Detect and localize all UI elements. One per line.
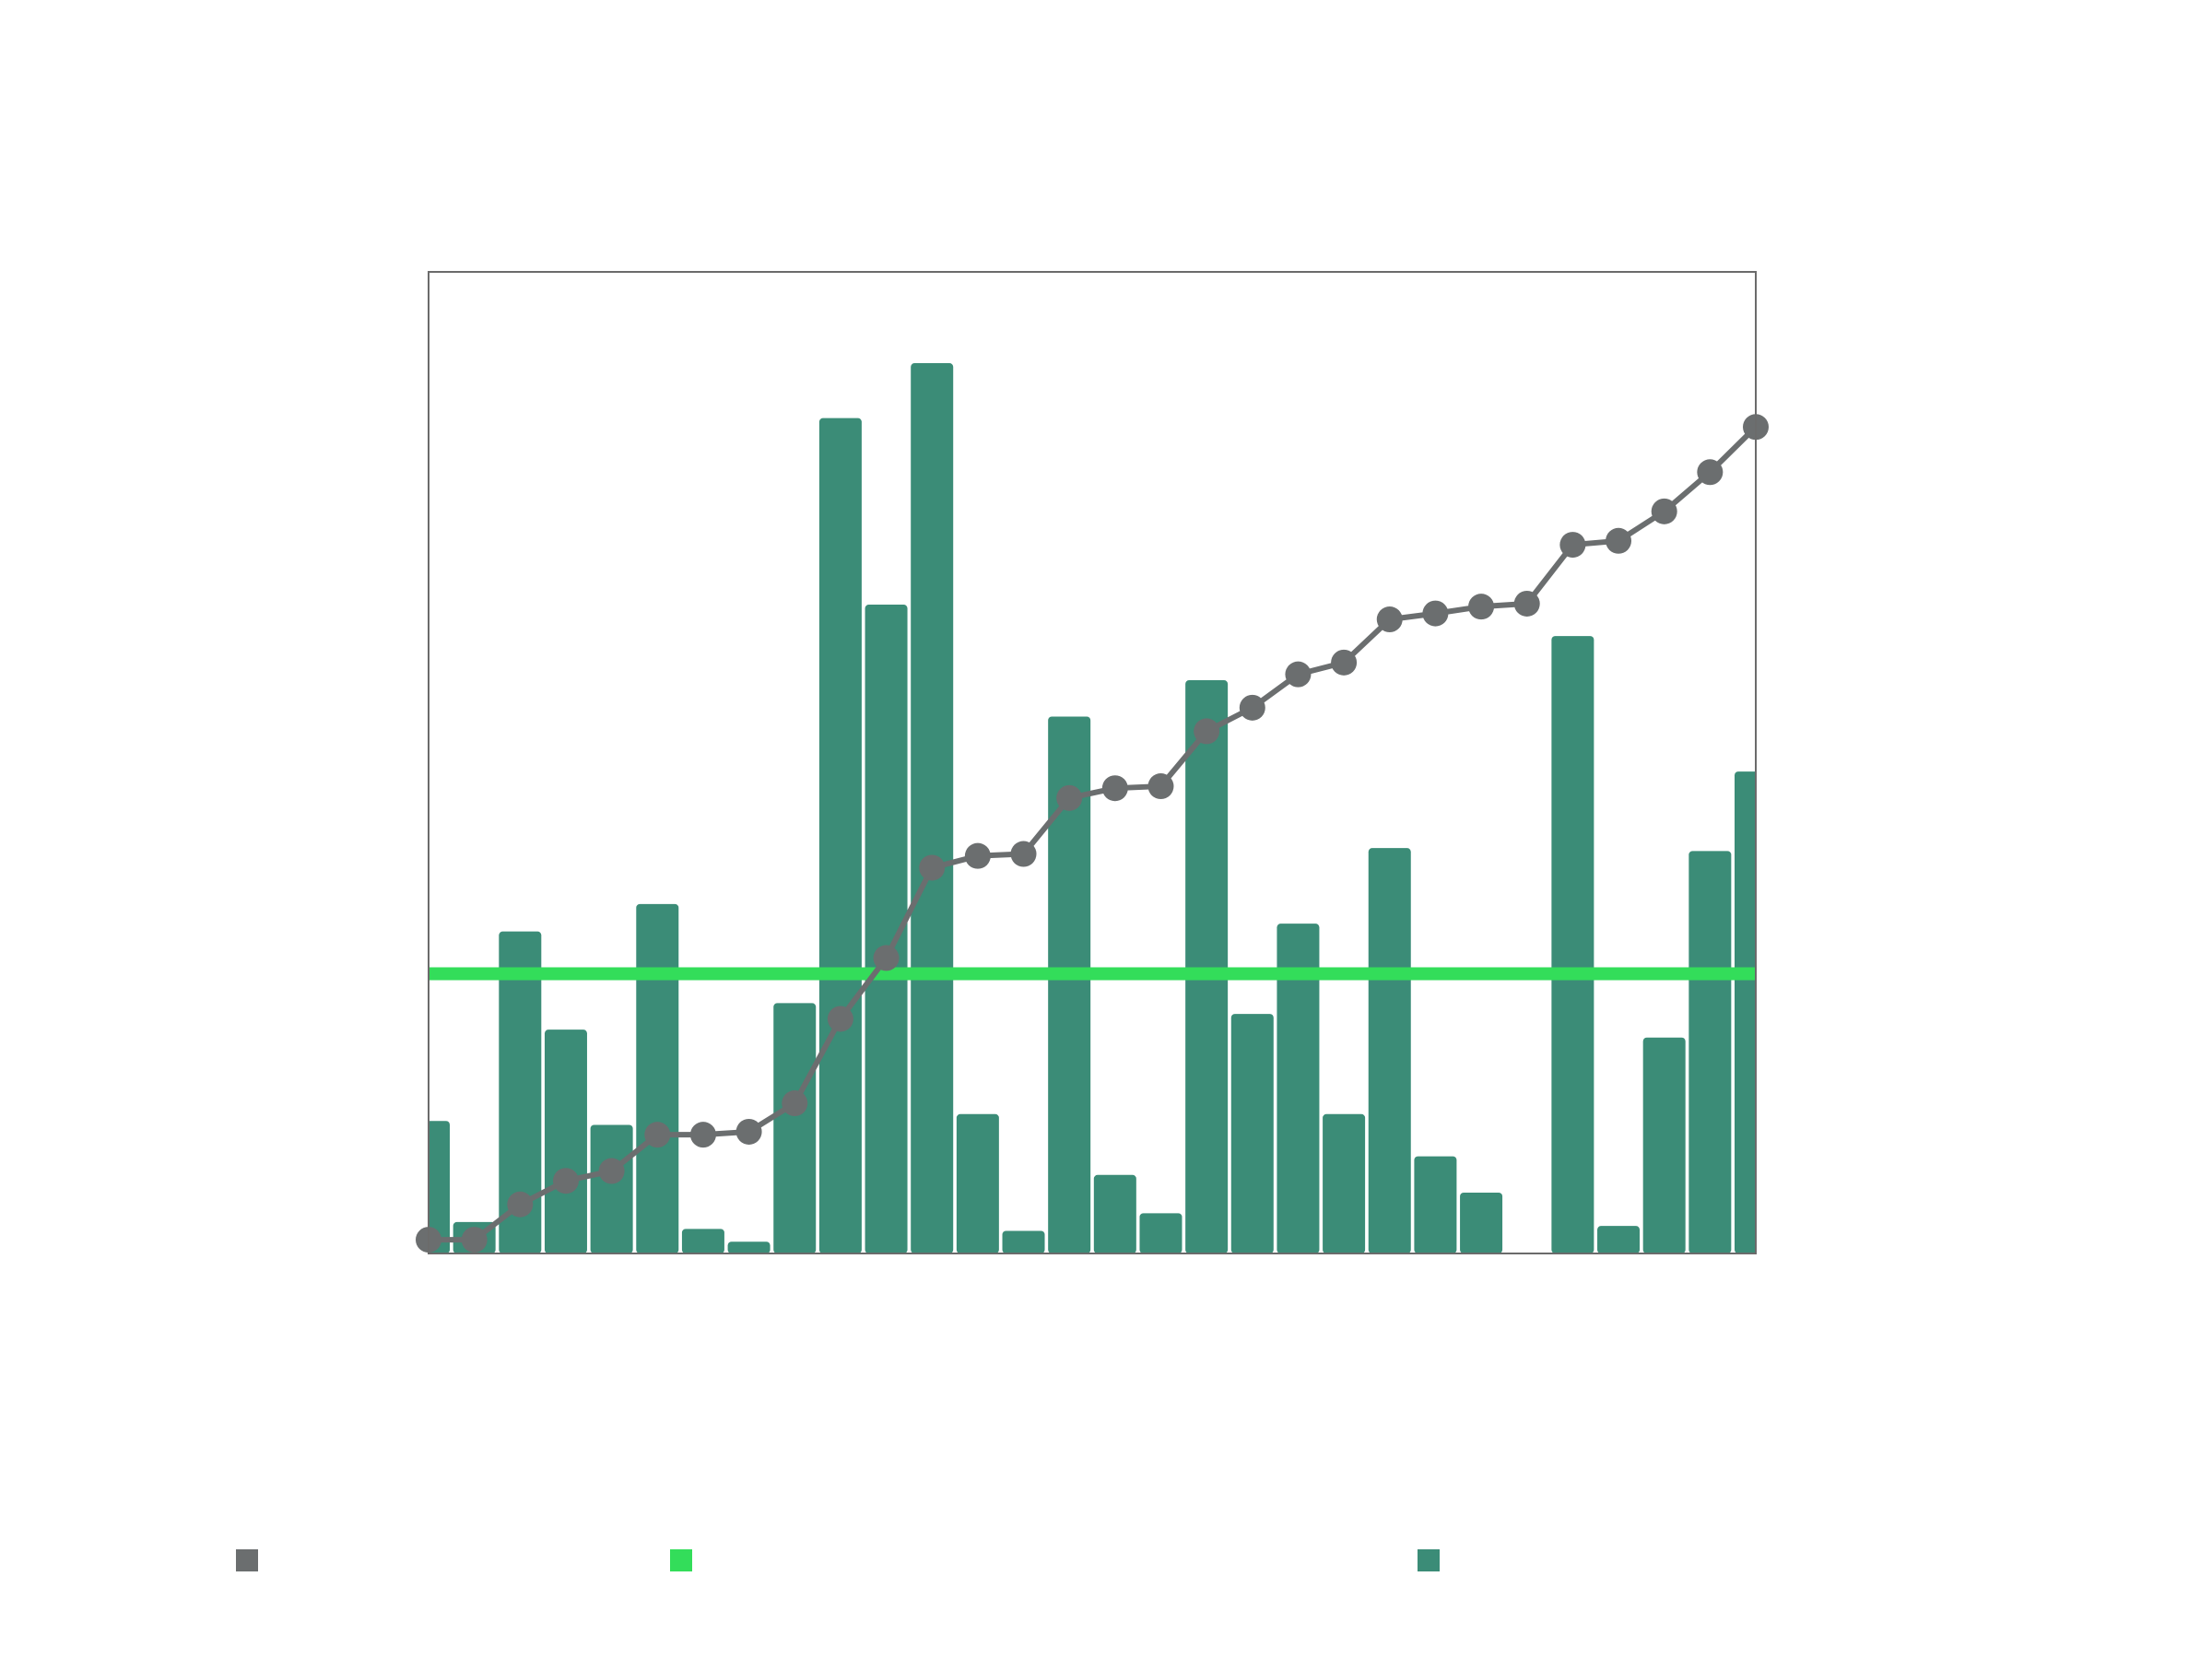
bar-1 bbox=[429, 1121, 450, 1253]
bar-9 bbox=[773, 1003, 817, 1253]
legend-swatch-reference bbox=[670, 1549, 692, 1571]
line-point-8 bbox=[735, 1118, 762, 1145]
line-point-28 bbox=[1651, 498, 1677, 524]
bar-8 bbox=[727, 1241, 771, 1253]
line-point-22 bbox=[1376, 606, 1403, 633]
line-point-17 bbox=[1147, 773, 1174, 800]
plot-frame bbox=[428, 271, 1757, 1254]
legend-item-reference bbox=[670, 1548, 705, 1572]
bar-18 bbox=[1185, 680, 1229, 1253]
line-point-4 bbox=[552, 1168, 579, 1194]
line-point-27 bbox=[1606, 527, 1632, 554]
bar-4 bbox=[544, 1030, 587, 1253]
line-point-15 bbox=[1056, 784, 1083, 811]
line-point-19 bbox=[1239, 694, 1265, 721]
line-point-20 bbox=[1285, 661, 1312, 688]
legend bbox=[0, 1548, 2212, 1585]
bar-24 bbox=[1460, 1192, 1503, 1253]
bar-19 bbox=[1230, 1014, 1274, 1253]
line-point-10 bbox=[827, 1006, 853, 1032]
line-point-2 bbox=[461, 1227, 488, 1253]
bar-13 bbox=[956, 1113, 999, 1253]
line-point-13 bbox=[964, 842, 991, 869]
bar-26 bbox=[1551, 636, 1594, 1253]
line-point-5 bbox=[598, 1158, 625, 1184]
bar-28 bbox=[1642, 1037, 1686, 1253]
bar-30 bbox=[1735, 771, 1756, 1253]
line-point-26 bbox=[1559, 532, 1586, 559]
bar-22 bbox=[1368, 848, 1411, 1253]
bar-15 bbox=[1048, 716, 1091, 1253]
line-point-23 bbox=[1422, 600, 1449, 627]
legend-item-line bbox=[236, 1548, 271, 1572]
line-point-6 bbox=[644, 1122, 671, 1148]
legend-swatch-line bbox=[236, 1549, 258, 1571]
bar-16 bbox=[1093, 1174, 1136, 1253]
line-point-14 bbox=[1010, 841, 1037, 867]
legend-item-bars bbox=[1418, 1548, 1453, 1572]
bar-5 bbox=[590, 1124, 633, 1253]
bar-3 bbox=[499, 931, 542, 1253]
line-point-7 bbox=[689, 1122, 716, 1148]
bar-12 bbox=[911, 363, 954, 1253]
line-point-3 bbox=[507, 1191, 534, 1218]
bars-layer bbox=[429, 363, 1756, 1253]
legend-swatch-bars bbox=[1418, 1549, 1440, 1571]
line-point-9 bbox=[782, 1090, 808, 1117]
bar-27 bbox=[1597, 1226, 1641, 1253]
line-point-21 bbox=[1331, 649, 1358, 676]
line-point-18 bbox=[1194, 718, 1220, 745]
line-point-16 bbox=[1101, 775, 1128, 802]
bar-29 bbox=[1688, 851, 1732, 1253]
bar-20 bbox=[1277, 924, 1320, 1253]
bar-6 bbox=[636, 903, 679, 1253]
line-point-12 bbox=[919, 854, 946, 881]
line-point-29 bbox=[1697, 459, 1724, 486]
bar-7 bbox=[681, 1229, 724, 1253]
line-point-24 bbox=[1468, 594, 1495, 620]
bar-11 bbox=[865, 605, 908, 1253]
bar-14 bbox=[1002, 1230, 1045, 1253]
bar-10 bbox=[818, 418, 862, 1253]
bar-21 bbox=[1323, 1113, 1366, 1253]
bar-17 bbox=[1139, 1213, 1182, 1253]
line-point-11 bbox=[873, 945, 900, 971]
bar-23 bbox=[1414, 1156, 1457, 1253]
line-point-25 bbox=[1513, 590, 1540, 617]
